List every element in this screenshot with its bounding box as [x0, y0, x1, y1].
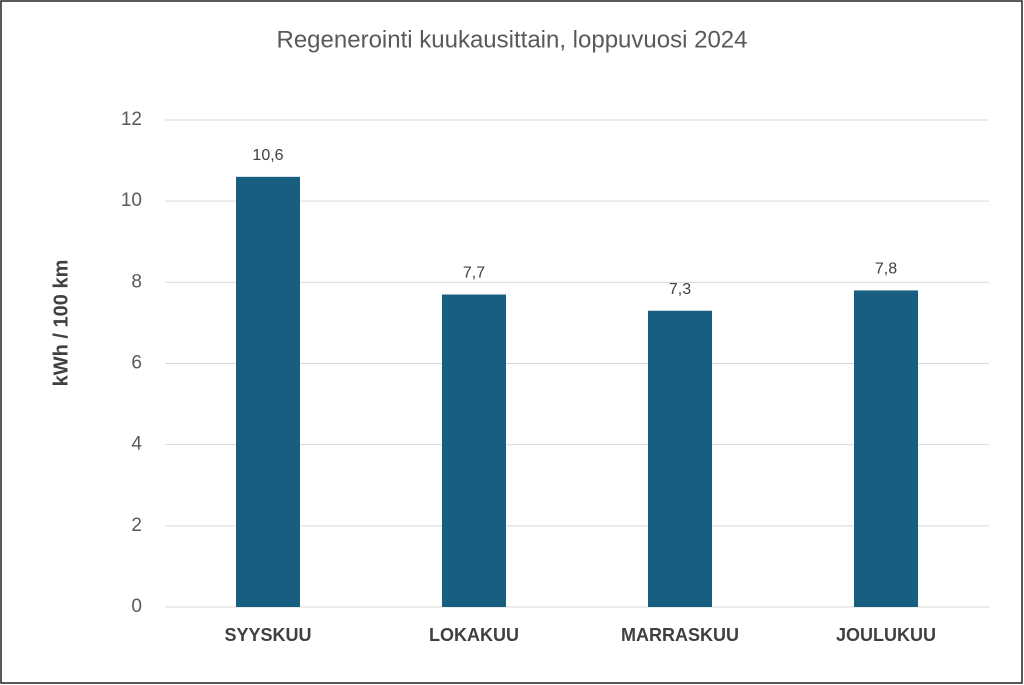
data-label: 7,7 — [463, 265, 485, 282]
y-tick-label: 6 — [131, 353, 142, 374]
y-tick-label: 12 — [121, 109, 142, 130]
data-label: 10,6 — [252, 147, 283, 164]
x-tick-label: JOULUKUU — [836, 625, 936, 645]
data-label: 7,8 — [875, 261, 897, 278]
bar — [854, 290, 918, 607]
x-tick-label: MARRASKUU — [621, 625, 739, 645]
y-tick-label: 10 — [121, 190, 142, 211]
y-tick-label: 0 — [131, 596, 142, 617]
bar — [442, 294, 506, 607]
y-tick-label: 4 — [131, 434, 142, 455]
y-tick-label: 8 — [131, 271, 142, 292]
x-tick-label: LOKAKUU — [429, 625, 519, 645]
chart-title: Regenerointi kuukausittain, loppuvuosi 2… — [277, 26, 748, 53]
x-tick-label: SYYSKUU — [224, 625, 311, 645]
y-tick-label: 2 — [131, 515, 142, 536]
data-label: 7,3 — [669, 281, 691, 298]
bar — [648, 310, 712, 607]
bar — [236, 176, 300, 608]
y-axis-label: kWh / 100 km — [50, 260, 72, 387]
